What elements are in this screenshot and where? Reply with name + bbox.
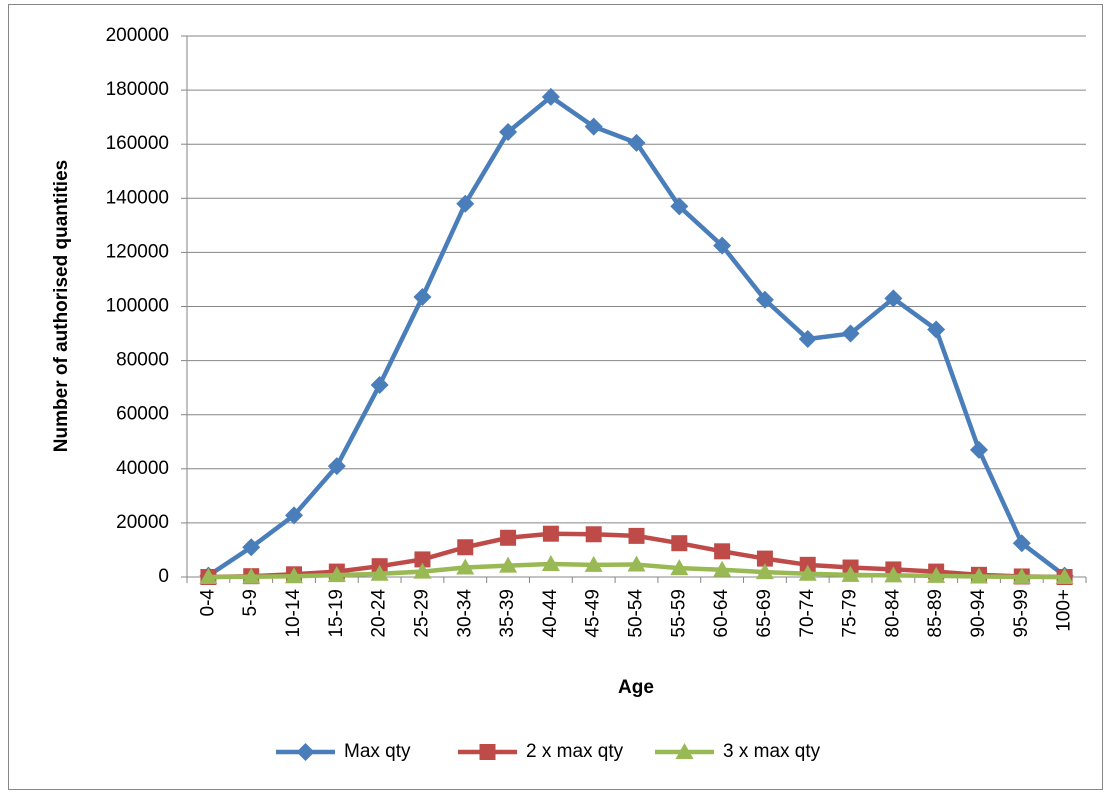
marker xyxy=(969,440,988,459)
marker xyxy=(1055,568,1074,584)
legend-marker xyxy=(479,744,496,760)
y-tick-label: 180000 xyxy=(106,79,169,100)
marker xyxy=(841,324,860,343)
x-tick-label: 80-84 xyxy=(882,589,903,638)
marker xyxy=(370,564,389,581)
x-tick-label: 85-89 xyxy=(925,589,946,638)
marker xyxy=(285,506,304,525)
x-tick-label: 75-79 xyxy=(840,589,861,638)
x-tick-label: 40-44 xyxy=(540,589,561,638)
marker xyxy=(798,329,817,348)
marker xyxy=(1012,567,1031,584)
marker xyxy=(370,375,389,394)
y-tick-label: 200000 xyxy=(106,25,169,46)
y-tick-label: 40000 xyxy=(116,458,169,479)
marker xyxy=(413,288,432,307)
legend-label: 2 x max qty xyxy=(526,741,624,762)
marker xyxy=(884,566,903,583)
marker xyxy=(584,117,603,136)
x-tick-label: 55-59 xyxy=(668,589,689,638)
y-tick-label: 120000 xyxy=(106,241,169,262)
x-tick-label: 45-49 xyxy=(583,589,604,638)
marker xyxy=(327,566,346,583)
marker xyxy=(756,550,773,567)
marker xyxy=(627,555,646,572)
x-axis-title: Age xyxy=(618,677,654,698)
legend-label: Max qty xyxy=(344,741,411,762)
marker xyxy=(242,567,261,584)
y-tick-label: 80000 xyxy=(116,350,169,371)
marker xyxy=(541,555,560,572)
marker xyxy=(628,527,645,544)
x-tick-label: 100+ xyxy=(1054,589,1075,632)
x-tick-label: 25-29 xyxy=(411,589,432,638)
marker xyxy=(499,556,518,573)
marker xyxy=(327,457,346,476)
marker xyxy=(755,290,774,309)
marker xyxy=(713,236,732,255)
chart-frame xyxy=(8,4,1103,790)
y-tick-label: 140000 xyxy=(106,187,169,208)
marker xyxy=(714,543,731,560)
y-tick-label: 0 xyxy=(158,566,169,587)
marker xyxy=(456,194,475,213)
marker xyxy=(671,535,688,552)
x-tick-label: 10-14 xyxy=(283,589,304,638)
x-tick-label: 35-39 xyxy=(497,589,518,638)
x-tick-label: 30-34 xyxy=(454,589,475,638)
marker xyxy=(1012,534,1031,553)
marker xyxy=(199,568,218,584)
x-tick-label: 5-9 xyxy=(240,589,261,616)
marker xyxy=(242,538,261,557)
marker xyxy=(755,563,774,580)
marker xyxy=(585,526,602,543)
marker xyxy=(884,289,903,308)
x-tick-label: 70-74 xyxy=(797,589,818,638)
x-tick-label: 60-64 xyxy=(711,589,732,638)
y-tick-label: 160000 xyxy=(106,133,169,154)
legend-marker xyxy=(296,743,315,761)
legend-marker xyxy=(675,743,694,759)
marker xyxy=(541,87,560,106)
marker xyxy=(841,565,860,582)
y-tick-label: 20000 xyxy=(116,512,169,533)
marker xyxy=(584,555,603,572)
x-tick-label: 95-99 xyxy=(1011,589,1032,638)
x-tick-label: 65-69 xyxy=(754,589,775,638)
marker xyxy=(798,564,817,581)
marker xyxy=(627,133,646,152)
x-tick-label: 20-24 xyxy=(369,589,390,638)
marker xyxy=(500,529,517,546)
marker xyxy=(713,560,732,577)
marker xyxy=(542,525,559,542)
x-tick-label: 90-94 xyxy=(968,589,989,638)
marker xyxy=(285,567,304,584)
marker xyxy=(927,320,946,339)
y-tick-label: 100000 xyxy=(106,296,169,317)
legend-label: 3 x max qty xyxy=(723,741,821,762)
marker xyxy=(413,562,432,579)
marker xyxy=(499,123,518,142)
y-tick-label: 60000 xyxy=(116,404,169,425)
x-tick-label: 15-19 xyxy=(326,589,347,638)
y-axis-title: Number of authorised quantities xyxy=(51,160,72,452)
marker xyxy=(969,567,988,584)
marker xyxy=(670,559,689,576)
x-tick-label: 50-54 xyxy=(626,589,647,638)
x-tick-label: 0-4 xyxy=(197,589,218,617)
marker xyxy=(457,539,474,556)
marker xyxy=(456,558,475,575)
marker xyxy=(670,197,689,216)
marker xyxy=(414,551,431,568)
marker xyxy=(927,566,946,583)
